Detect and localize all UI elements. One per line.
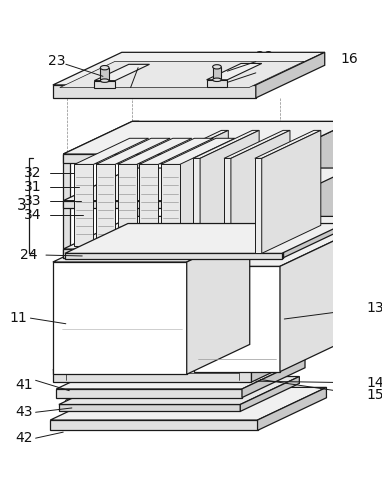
Polygon shape: [132, 122, 139, 225]
Polygon shape: [345, 122, 352, 225]
Polygon shape: [277, 154, 283, 258]
Polygon shape: [251, 337, 320, 382]
Polygon shape: [193, 158, 200, 253]
Ellipse shape: [100, 79, 109, 82]
Polygon shape: [162, 130, 228, 158]
Text: 11: 11: [9, 311, 27, 325]
Ellipse shape: [213, 78, 221, 82]
Text: 24: 24: [20, 248, 37, 262]
Polygon shape: [74, 139, 149, 164]
Circle shape: [91, 399, 96, 404]
Polygon shape: [96, 139, 170, 164]
Circle shape: [238, 399, 243, 404]
Polygon shape: [161, 164, 180, 246]
Polygon shape: [207, 64, 262, 80]
Polygon shape: [194, 266, 280, 372]
Text: 34: 34: [24, 208, 42, 222]
Polygon shape: [60, 61, 304, 87]
Text: 41: 41: [15, 378, 33, 392]
Polygon shape: [224, 158, 231, 253]
Text: 3: 3: [17, 198, 27, 213]
Polygon shape: [118, 139, 192, 164]
Text: 15: 15: [366, 388, 382, 402]
Polygon shape: [207, 80, 227, 87]
Polygon shape: [56, 389, 242, 398]
Polygon shape: [169, 130, 228, 253]
Polygon shape: [53, 370, 251, 382]
Text: 33: 33: [24, 194, 42, 208]
Polygon shape: [100, 68, 109, 81]
Polygon shape: [65, 253, 282, 259]
Polygon shape: [280, 234, 349, 372]
Text: 14: 14: [366, 376, 382, 390]
Polygon shape: [53, 85, 256, 98]
Polygon shape: [118, 164, 137, 246]
Polygon shape: [255, 158, 262, 253]
Polygon shape: [63, 201, 283, 208]
Polygon shape: [213, 67, 221, 80]
Polygon shape: [262, 130, 321, 253]
Polygon shape: [139, 139, 214, 164]
Polygon shape: [187, 232, 250, 374]
Polygon shape: [94, 81, 115, 87]
Polygon shape: [74, 164, 94, 246]
Polygon shape: [132, 122, 352, 130]
Polygon shape: [94, 64, 149, 81]
Text: 12: 12: [133, 56, 151, 70]
Polygon shape: [63, 122, 139, 154]
Polygon shape: [53, 52, 325, 85]
Polygon shape: [277, 122, 352, 154]
Polygon shape: [63, 154, 70, 258]
Text: 43: 43: [16, 405, 33, 419]
Polygon shape: [242, 359, 305, 398]
Polygon shape: [194, 234, 349, 266]
Polygon shape: [256, 52, 325, 98]
Polygon shape: [50, 387, 327, 420]
Polygon shape: [257, 387, 327, 431]
Circle shape: [212, 399, 217, 404]
Polygon shape: [63, 216, 352, 249]
Polygon shape: [200, 130, 259, 253]
Polygon shape: [63, 154, 283, 163]
Polygon shape: [224, 130, 290, 158]
Polygon shape: [240, 377, 299, 412]
Polygon shape: [193, 130, 259, 158]
Text: 42: 42: [16, 431, 33, 445]
Text: 23: 23: [49, 54, 66, 68]
Polygon shape: [96, 164, 115, 246]
Text: 16: 16: [340, 52, 358, 66]
Polygon shape: [231, 130, 290, 253]
Ellipse shape: [100, 66, 109, 70]
Polygon shape: [345, 89, 382, 122]
Text: 22: 22: [256, 51, 273, 64]
Polygon shape: [139, 164, 158, 246]
Polygon shape: [63, 122, 352, 154]
Circle shape: [65, 399, 70, 404]
Polygon shape: [53, 262, 187, 374]
Polygon shape: [63, 249, 283, 258]
Polygon shape: [53, 232, 250, 262]
Text: 32: 32: [24, 166, 42, 180]
Polygon shape: [59, 404, 240, 412]
Polygon shape: [65, 224, 345, 253]
Text: 13: 13: [366, 301, 382, 315]
Polygon shape: [63, 168, 352, 201]
Polygon shape: [53, 337, 320, 370]
Text: 31: 31: [24, 180, 42, 194]
Polygon shape: [352, 89, 382, 225]
Polygon shape: [162, 158, 169, 253]
Polygon shape: [50, 420, 257, 431]
Polygon shape: [56, 359, 305, 389]
Polygon shape: [283, 122, 352, 258]
Text: 21: 21: [256, 62, 273, 76]
Polygon shape: [161, 139, 235, 164]
Ellipse shape: [213, 65, 221, 69]
Polygon shape: [255, 130, 321, 158]
Polygon shape: [59, 377, 299, 404]
